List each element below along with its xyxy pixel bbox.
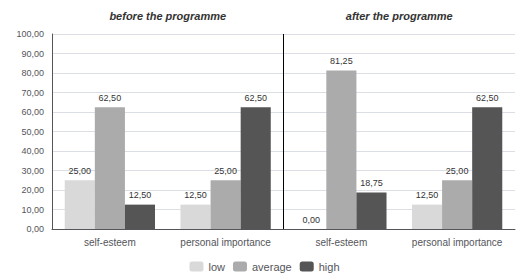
svg-text:high: high xyxy=(319,261,340,273)
svg-text:0,00: 0,00 xyxy=(303,215,321,225)
svg-text:60,00: 60,00 xyxy=(21,107,44,117)
svg-text:62,50: 62,50 xyxy=(99,93,122,103)
svg-text:62,50: 62,50 xyxy=(244,93,267,103)
svg-text:0,00: 0,00 xyxy=(26,224,44,234)
svg-text:25,00: 25,00 xyxy=(214,166,237,176)
svg-text:personal importance: personal importance xyxy=(412,237,503,248)
svg-text:100,00: 100,00 xyxy=(16,29,44,39)
svg-text:12,50: 12,50 xyxy=(184,190,207,200)
svg-text:20,00: 20,00 xyxy=(21,185,44,195)
svg-text:average: average xyxy=(252,261,292,273)
svg-text:18,75: 18,75 xyxy=(360,178,383,188)
svg-text:low: low xyxy=(208,261,225,273)
svg-text:50,00: 50,00 xyxy=(21,127,44,137)
svg-text:12,50: 12,50 xyxy=(416,190,439,200)
svg-text:40,00: 40,00 xyxy=(21,146,44,156)
svg-text:25,00: 25,00 xyxy=(69,166,92,176)
svg-text:90,00: 90,00 xyxy=(21,49,44,59)
svg-text:self-esteem: self-esteem xyxy=(84,237,136,248)
svg-text:before the programme: before the programme xyxy=(109,10,226,22)
svg-text:80,00: 80,00 xyxy=(21,68,44,78)
svg-text:81,25: 81,25 xyxy=(330,56,353,66)
svg-text:30,00: 30,00 xyxy=(21,166,44,176)
svg-text:25,00: 25,00 xyxy=(446,166,469,176)
svg-text:62,50: 62,50 xyxy=(476,93,499,103)
svg-text:12,50: 12,50 xyxy=(129,190,152,200)
svg-text:personal importance: personal importance xyxy=(180,237,271,248)
svg-text:10,00: 10,00 xyxy=(21,205,44,215)
svg-text:self-esteem: self-esteem xyxy=(316,237,368,248)
svg-text:after the programme: after the programme xyxy=(346,10,453,22)
svg-text:70,00: 70,00 xyxy=(21,88,44,98)
